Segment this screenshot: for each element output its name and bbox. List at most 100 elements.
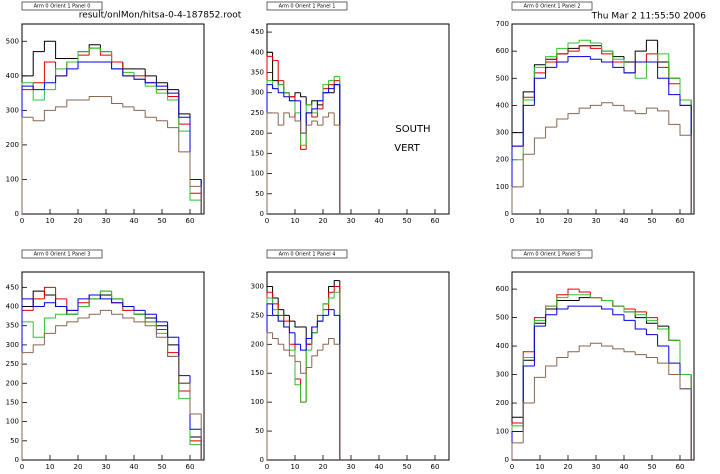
- histogram-bin: [277, 84, 284, 89]
- y-tick-label: 50: [255, 427, 264, 435]
- histogram-bin: [294, 321, 301, 328]
- histogram-bin: [43, 61, 56, 83]
- y-tick-label: 50: [255, 190, 264, 198]
- histogram-bin: [311, 120, 318, 126]
- histogram-bin: [322, 116, 329, 126]
- y-tick-label: 350: [6, 322, 19, 330]
- histogram-bin: [99, 295, 112, 300]
- histogram-bin: [43, 82, 56, 90]
- y-tick-label: 200: [251, 129, 264, 137]
- histogram-bin: [333, 291, 340, 299]
- y-tick-label: 0: [15, 210, 19, 218]
- title-box: [511, 1, 593, 11]
- histogram-bin: [567, 113, 580, 119]
- timestamp: Thu Mar 2 11:55:50 2006: [591, 12, 707, 22]
- histogram-bin: [668, 110, 680, 125]
- x-tick-label: 0: [265, 217, 269, 225]
- x-tick-label: 50: [648, 463, 657, 471]
- histogram-bin: [556, 308, 568, 315]
- histogram-bin: [294, 116, 301, 122]
- x-tick-label: 60: [431, 217, 440, 225]
- histogram-bin: [328, 338, 335, 345]
- histogram-bin: [167, 93, 179, 101]
- x-tick-label: 30: [592, 217, 601, 225]
- histogram-bin: [122, 103, 134, 108]
- histogram-bin: [612, 346, 624, 350]
- histogram-bin: [55, 41, 67, 60]
- x-tick-label: 60: [186, 463, 195, 471]
- histogram-bin: [311, 112, 318, 118]
- histogram-bin: [311, 108, 318, 113]
- histogram-bin: [305, 366, 312, 374]
- histogram-bin: [43, 109, 56, 121]
- x-tick-label: 20: [564, 217, 573, 225]
- histogram-bin: [634, 72, 647, 79]
- y-tick-label: 400: [6, 72, 19, 80]
- histogram-bin: [333, 112, 340, 126]
- histogram-bin: [66, 99, 78, 107]
- histogram-bin: [556, 356, 568, 366]
- histogram-bin: [55, 106, 67, 111]
- histogram-bin: [316, 320, 323, 327]
- y-tick-label: 500: [6, 37, 19, 45]
- histogram-bin: [88, 294, 101, 299]
- histogram-bin: [133, 306, 146, 311]
- histogram-bin: [657, 62, 669, 79]
- histogram-bin: [679, 124, 692, 136]
- histogram-bin: [316, 121, 323, 126]
- histogram-bin: [333, 285, 340, 293]
- histogram-bin: [305, 124, 312, 134]
- histogram-bin: [133, 318, 146, 323]
- histogram-bin: [322, 314, 329, 322]
- histogram-bin: [634, 320, 647, 330]
- y-tick-label: 450: [251, 28, 264, 36]
- histogram-bin: [272, 303, 279, 316]
- histogram-bin: [99, 309, 112, 315]
- plot-frame: [511, 23, 695, 215]
- histogram-bin: [601, 102, 613, 106]
- histogram-bin: [283, 344, 290, 351]
- histogram-bin: [556, 297, 568, 307]
- histogram-bin: [567, 50, 580, 54]
- histogram-bin: [545, 365, 557, 378]
- histogram-bin: [601, 306, 613, 310]
- x-tick-label: 20: [74, 217, 83, 225]
- histogram-bin: [272, 84, 279, 90]
- label: SOUTH: [395, 124, 430, 135]
- histogram-bin: [328, 88, 335, 93]
- x-tick-label: 50: [648, 217, 657, 225]
- x-tick-label: 20: [319, 217, 328, 225]
- histogram-bin: [322, 92, 329, 101]
- histogram-bin: [133, 106, 146, 111]
- histogram-bin: [155, 117, 168, 122]
- y-tick-label: 250: [6, 360, 19, 368]
- histogram-bin: [122, 302, 134, 308]
- x-tick-label: 30: [102, 217, 111, 225]
- histogram-bin: [589, 56, 602, 60]
- histogram-bin: [32, 321, 45, 338]
- x-tick-label: 50: [403, 463, 412, 471]
- y-tick-label: 100: [6, 418, 19, 426]
- y-tick-label: 0: [505, 456, 509, 464]
- histogram-bin: [77, 61, 90, 69]
- histogram-bin: [277, 60, 284, 82]
- histogram-bin: [144, 310, 157, 315]
- histogram-bin: [189, 151, 202, 187]
- title-box: [266, 1, 348, 11]
- x-tick-label: 10: [46, 217, 55, 225]
- histogram-bin: [32, 51, 45, 76]
- histogram-bin: [679, 94, 692, 106]
- y-tick-label: 200: [6, 141, 19, 149]
- histogram-bin: [601, 43, 613, 52]
- histogram-bin: [556, 47, 568, 57]
- histogram-bin: [657, 357, 669, 364]
- histogram-bin: [155, 82, 168, 87]
- x-tick-label: 40: [375, 217, 384, 225]
- histogram-bin: [144, 79, 157, 84]
- x-tick-label: 20: [74, 463, 83, 471]
- y-tick-label: 100: [251, 398, 264, 406]
- histogram-bin: [623, 306, 636, 313]
- histogram-bin: [43, 286, 56, 299]
- histogram-bin: [283, 321, 290, 328]
- histogram-bin: [155, 314, 168, 323]
